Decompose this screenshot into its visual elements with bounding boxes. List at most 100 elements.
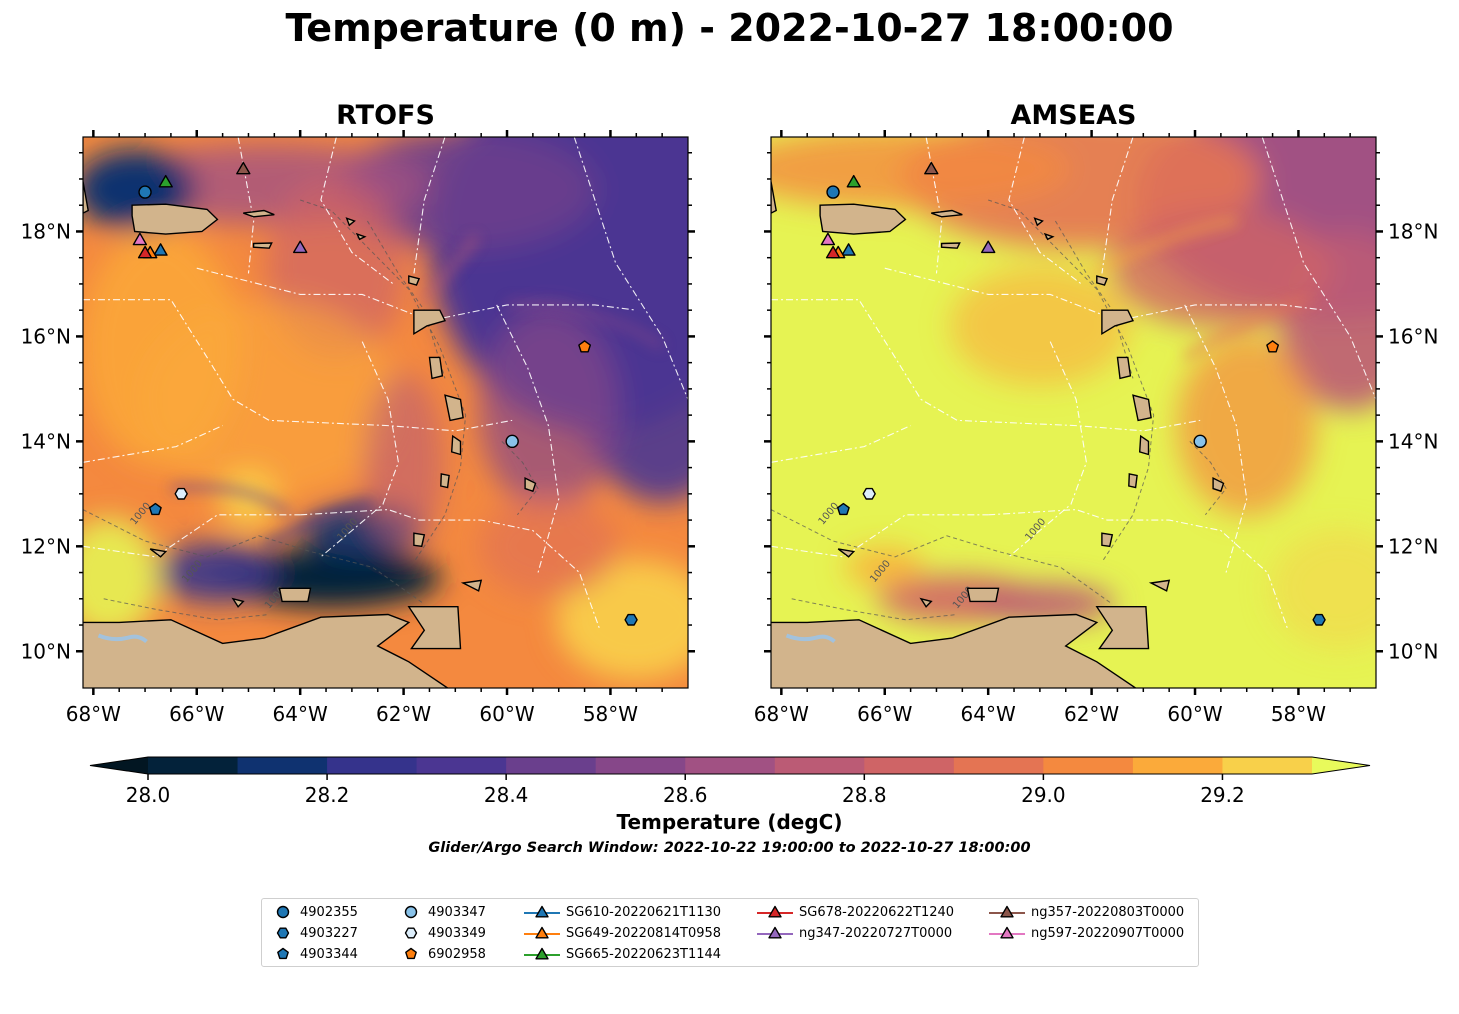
land-island <box>355 232 367 241</box>
land-south-america <box>83 613 449 688</box>
land-island <box>428 356 444 380</box>
platform-marker <box>820 232 836 246</box>
land-island <box>450 434 462 456</box>
legend-label: 4903349 <box>428 925 486 941</box>
lat-tick-label: 14°N <box>21 429 71 453</box>
land-island <box>1128 473 1138 489</box>
land-island <box>931 209 963 218</box>
platform-marker <box>148 502 162 516</box>
land-island <box>413 309 446 336</box>
colorbar: 28.0 28.2 28.4 28.6 28.8 29.0 29.2 <box>89 756 1371 807</box>
legend-marker-icon <box>989 905 1025 918</box>
land-south-america <box>771 613 1137 688</box>
maritime-boundary <box>771 514 989 558</box>
lon-tick-label: 58°W <box>1271 702 1326 726</box>
lat-tick-label: 12°N <box>1388 534 1438 558</box>
depth-contour <box>791 598 958 621</box>
legend-label: 4903347 <box>428 904 486 920</box>
legend-label: ng597-20220907T0000 <box>1031 925 1185 941</box>
maritime-boundary <box>83 425 223 463</box>
legend-marker <box>535 926 549 939</box>
maritime-boundary <box>496 304 560 573</box>
legend-item: 4903349 <box>400 925 486 941</box>
colorbar-tick-label: 28.8 <box>842 783 887 807</box>
lon-tick-label: 64°W <box>961 702 1016 726</box>
river <box>97 633 148 644</box>
legend-label: 4903344 <box>300 946 358 962</box>
legend-marker <box>535 905 549 918</box>
legend-marker-icon <box>276 905 290 919</box>
colorbar-bin <box>327 757 418 774</box>
land-puerto-rico <box>819 203 907 235</box>
legend: 4902355 4903227 4903344 4903347 4903349 69029… <box>261 898 1199 967</box>
colorbar-bin <box>237 757 328 774</box>
colorbar-tick-label: 28.6 <box>663 783 708 807</box>
platform-marker <box>981 240 996 254</box>
platform-marker <box>624 613 638 626</box>
colorbar-tick-label: 28.4 <box>484 783 529 807</box>
land-island <box>940 242 961 249</box>
legend-item: SG610-20220621T1130 <box>524 904 721 920</box>
legend-marker <box>404 927 418 939</box>
colorbar-bin <box>685 757 776 774</box>
colorbar-bin <box>1043 757 1134 774</box>
maritime-boundary <box>988 509 1289 631</box>
platform-marker <box>505 434 519 449</box>
legend-marker-icon <box>989 926 1025 939</box>
legend-marker <box>1000 905 1014 918</box>
legend-marker-icon <box>404 905 418 919</box>
maritime-boundary <box>300 509 601 631</box>
legend-item: 4903344 <box>272 946 358 962</box>
legend-item: SG649-20220814T0958 <box>524 925 721 941</box>
depth-contour <box>771 509 1113 605</box>
depth-contour <box>366 220 446 379</box>
land-island <box>1096 275 1109 286</box>
land-trinidad <box>1095 606 1150 650</box>
legend-item: 4902355 <box>272 904 358 920</box>
land-island <box>1101 532 1114 548</box>
maritime-boundary <box>237 137 255 274</box>
platform-marker <box>174 487 188 500</box>
land-island <box>1212 476 1225 493</box>
depth-contour <box>300 199 467 563</box>
maritime-boundary <box>1101 137 1134 274</box>
legend-marker-icon <box>757 905 793 918</box>
lon-tick-label: 68°W <box>66 702 121 726</box>
platform-marker <box>158 174 173 188</box>
legend-item: ng357-20220803T0000 <box>989 904 1184 920</box>
lon-tick-label: 66°W <box>857 702 912 726</box>
lon-tick-label: 60°W <box>479 702 534 726</box>
platform-marker <box>1193 434 1207 449</box>
land-island <box>408 275 421 286</box>
platform-marker <box>924 161 939 175</box>
land-island <box>1116 356 1132 380</box>
legend-marker-icon <box>524 947 560 960</box>
colorbar-bin <box>1222 757 1313 774</box>
legend-label: SG678-20220622T1240 <box>799 904 955 920</box>
colorbar-bin <box>864 757 955 774</box>
land-hispaniola <box>771 181 777 214</box>
depth-contour <box>1054 220 1134 379</box>
legend-marker <box>768 926 782 939</box>
lat-tick-label: 18°N <box>1388 219 1438 243</box>
map-frame <box>82 136 689 689</box>
maritime-boundary <box>771 425 911 463</box>
legend-item: 4903347 <box>400 904 486 920</box>
legend-marker-icon <box>524 926 560 939</box>
colorbar-tick-label: 28.2 <box>305 783 350 807</box>
colorbar-tick-label: 29.0 <box>1021 783 1066 807</box>
legend-marker-icon <box>757 926 793 939</box>
maritime-boundary <box>1008 341 1087 558</box>
colorbar-tick-label: 28.0 <box>126 783 171 807</box>
colorbar-bin <box>1132 757 1223 774</box>
lat-tick-label: 10°N <box>21 639 71 663</box>
colorbar-bin <box>506 757 597 774</box>
platform-marker <box>293 240 308 254</box>
maritime-boundary <box>320 137 394 285</box>
legend-marker-icon <box>405 947 417 960</box>
legend-item: SG665-20220623T1144 <box>524 946 721 962</box>
lon-tick-label: 64°W <box>273 702 328 726</box>
river <box>785 633 836 644</box>
